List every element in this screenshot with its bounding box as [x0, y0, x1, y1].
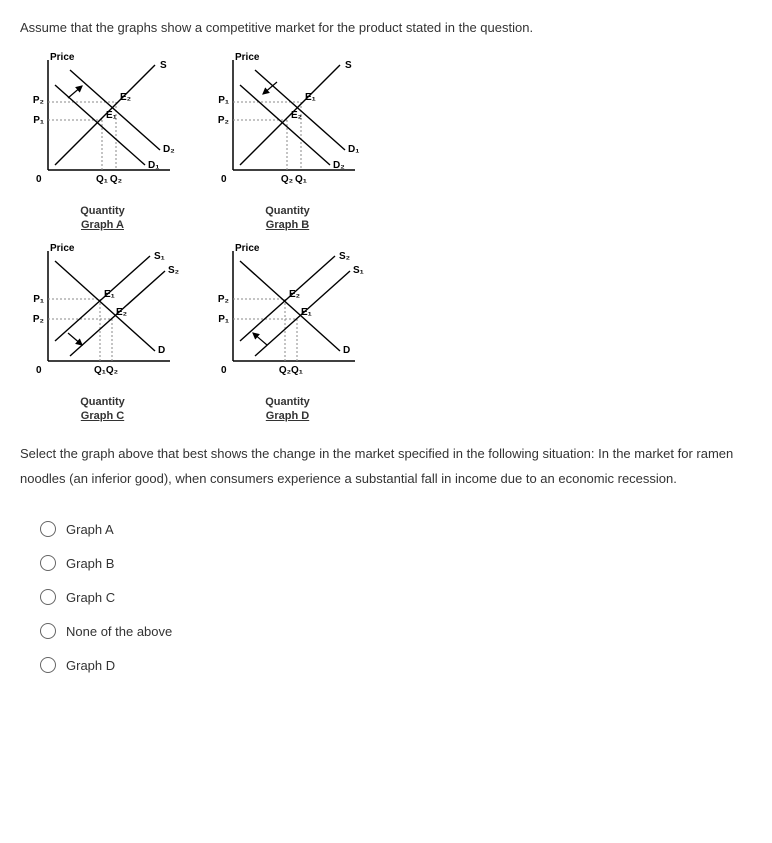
option-c[interactable]: Graph C — [40, 589, 752, 605]
svg-text:S₁: S₁ — [154, 251, 165, 262]
quantity-label: Quantity — [265, 396, 310, 408]
svg-text:S₁: S₁ — [353, 265, 364, 276]
option-label: Graph C — [66, 590, 115, 605]
svg-text:E₁: E₁ — [305, 92, 316, 103]
svg-text:E₂: E₂ — [120, 92, 131, 103]
svg-text:Price: Price — [235, 243, 260, 254]
graph-svg: Price 0 P₁ P₂ D S₁S₂ E₁E₂ Q₁Q₂ — [20, 241, 185, 394]
intro-text: Assume that the graphs show a competitiv… — [20, 20, 752, 35]
svg-text:E₂: E₂ — [289, 289, 300, 300]
option-label: None of the above — [66, 624, 172, 639]
option-b[interactable]: Graph B — [40, 555, 752, 571]
quantity-label: Quantity — [265, 205, 310, 217]
svg-text:D: D — [343, 345, 350, 356]
svg-text:Q₁: Q₁ — [94, 365, 106, 376]
option-label: Graph D — [66, 658, 115, 673]
svg-text:Q₂: Q₂ — [279, 365, 291, 376]
svg-text:Price: Price — [50, 243, 75, 254]
svg-text:S: S — [345, 60, 352, 71]
radio-icon[interactable] — [40, 623, 56, 639]
radio-icon[interactable] — [40, 589, 56, 605]
svg-text:P₂: P₂ — [33, 314, 44, 325]
graph-b: Price 0 P₁ P₂ S D₁D₂ E₁E₂ Q₂Q₁ Quantity Graph B — [205, 50, 370, 231]
svg-text:0: 0 — [36, 365, 42, 376]
svg-text:Price: Price — [50, 52, 75, 63]
options-list: Graph A Graph B Graph C None of the above Gr… — [40, 521, 752, 673]
option-label: Graph A — [66, 522, 114, 537]
graph-d: Price 0 P₂ P₁ D S₁S₂ E₁E₂ Q₂Q₁ Quantity Graph D — [205, 241, 370, 422]
svg-text:0: 0 — [221, 365, 227, 376]
svg-text:E₂: E₂ — [291, 110, 302, 121]
svg-text:D₁: D₁ — [348, 144, 359, 155]
graph-caption: Graph D — [266, 410, 309, 422]
svg-text:E₂: E₂ — [116, 307, 127, 318]
svg-text:P₂: P₂ — [218, 294, 229, 305]
svg-text:P₁: P₁ — [218, 95, 229, 106]
svg-text:D: D — [158, 345, 165, 356]
graphs-container: Price0P₂P₁SD₁D₂E₁E₂Q₁Q₂QuantityGraph A P… — [20, 50, 752, 422]
quantity-label: Quantity — [80, 396, 125, 408]
svg-text:0: 0 — [36, 174, 42, 185]
svg-text:0: 0 — [221, 174, 227, 185]
svg-text:Q₁: Q₁ — [291, 365, 303, 376]
question-text: Select the graph above that best shows t… — [20, 442, 752, 491]
quantity-label: Quantity — [80, 205, 125, 217]
svg-text:P₂: P₂ — [33, 95, 44, 106]
svg-text:D₂: D₂ — [333, 160, 345, 171]
graph-svg: Price 0 P₂ P₁ S D₁ D₂ E₁E₂ Q₁Q₂ — [20, 50, 185, 203]
svg-text:S: S — [160, 60, 167, 71]
svg-text:Q₂: Q₂ — [281, 174, 293, 185]
graph-caption: Graph C — [81, 410, 124, 422]
svg-text:P₂: P₂ — [218, 115, 229, 126]
svg-text:Price: Price — [235, 52, 260, 63]
svg-text:Q₂: Q₂ — [110, 174, 122, 185]
option-none[interactable]: None of the above — [40, 623, 752, 639]
option-label: Graph B — [66, 556, 114, 571]
radio-icon[interactable] — [40, 657, 56, 673]
svg-text:E₁: E₁ — [106, 110, 117, 121]
svg-text:Q₁: Q₁ — [96, 174, 108, 185]
svg-text:D₁: D₁ — [148, 160, 159, 171]
svg-text:Q₂: Q₂ — [106, 365, 118, 376]
graph-caption: Graph B — [266, 219, 309, 231]
graph-c: Price 0 P₁ P₂ D S₁S₂ E₁E₂ Q₁Q₂ Quantity Graph C — [20, 241, 185, 422]
svg-text:S₂: S₂ — [339, 251, 350, 262]
svg-text:E₁: E₁ — [104, 289, 115, 300]
svg-text:P₁: P₁ — [33, 294, 44, 305]
svg-text:Q₁: Q₁ — [295, 174, 307, 185]
option-a[interactable]: Graph A — [40, 521, 752, 537]
graph-svg: Price 0 P₂ P₁ D S₁S₂ E₁E₂ Q₂Q₁ — [205, 241, 370, 394]
option-d[interactable]: Graph D — [40, 657, 752, 673]
graph-a: Price 0 P₂ P₁ S D₁ D₂ E₁E₂ Q₁Q₂ Quantity Graph A — [20, 50, 185, 231]
graph-svg: Price 0 P₁ P₂ S D₁D₂ E₁E₂ Q₂Q₁ — [205, 50, 370, 203]
radio-icon[interactable] — [40, 555, 56, 571]
graph-caption: Graph A — [81, 219, 124, 231]
svg-text:E₁: E₁ — [301, 307, 312, 318]
svg-text:D₂: D₂ — [163, 144, 175, 155]
svg-text:S₂: S₂ — [168, 265, 179, 276]
radio-icon[interactable] — [40, 521, 56, 537]
svg-text:P₁: P₁ — [33, 115, 44, 126]
svg-text:P₁: P₁ — [218, 314, 229, 325]
